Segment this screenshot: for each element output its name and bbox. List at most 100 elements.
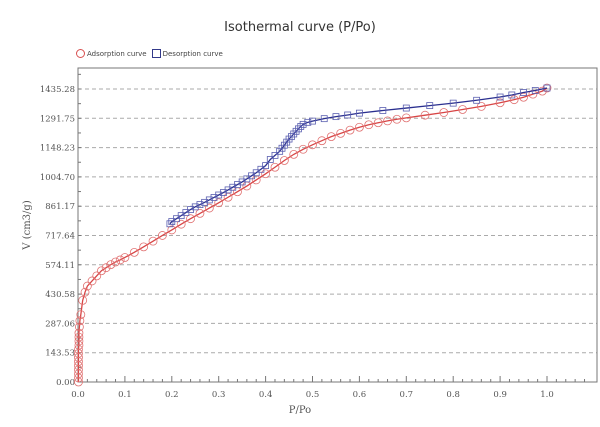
adsorption-legend-marker-icon	[76, 49, 85, 58]
x-tick-label: 0.4	[259, 390, 273, 400]
adsorption-point	[139, 242, 149, 252]
desorption-point	[262, 162, 270, 170]
adsorption-point	[458, 105, 467, 114]
adsorption-point	[120, 253, 130, 262]
adsorption-point	[76, 310, 86, 320]
adsorption-point	[439, 108, 449, 117]
desorption-curve-line	[169, 87, 548, 225]
adsorption-point	[129, 247, 139, 257]
adsorption-point	[298, 144, 308, 154]
y-tick-label: 0.00	[56, 378, 75, 388]
adsorption-point	[509, 95, 519, 105]
adsorption-point	[186, 214, 195, 224]
y-tick-label: 430.58	[45, 290, 75, 300]
adsorption-point	[345, 125, 355, 135]
adsorption-point	[167, 225, 177, 235]
x-tick-label: 0.1	[118, 390, 132, 400]
x-tick-label: 0.6	[353, 390, 367, 400]
adsorption-point	[364, 120, 374, 130]
y-tick-label: 1291.75	[40, 114, 75, 124]
desorption-point	[299, 120, 307, 128]
desorption-point	[379, 107, 387, 114]
adsorption-point	[87, 276, 97, 286]
adsorption-point	[373, 118, 383, 128]
x-tick-label: 1.0	[540, 390, 554, 400]
x-tick-label: 0.0	[71, 390, 85, 400]
desorption-point	[344, 111, 352, 119]
desorption-point	[304, 118, 312, 126]
adsorption-point	[476, 102, 486, 111]
chart-title: Isothermal curve (P/Po)	[224, 20, 376, 35]
x-tick-label: 0.3	[212, 390, 226, 400]
desorption-point	[266, 156, 274, 163]
adsorption-point	[308, 140, 317, 150]
y-axis-label: V (cm3/g)	[22, 200, 33, 251]
adsorption-point	[78, 295, 88, 305]
adsorption-point	[261, 169, 271, 179]
adsorption-point	[270, 162, 280, 172]
adsorption-point	[115, 255, 125, 265]
y-tick-label: 574.11	[45, 261, 75, 271]
adsorption-point	[392, 114, 402, 124]
desorption-point	[543, 84, 551, 92]
y-tick-label: 717.64	[45, 232, 75, 242]
desorption-point	[320, 115, 328, 123]
adsorption-point	[401, 113, 411, 123]
legend-desorption-label: Desorption curve	[162, 49, 223, 58]
desorption-point	[166, 220, 174, 228]
adsorption-point	[106, 260, 116, 270]
desorption-point	[276, 147, 284, 155]
adsorption-point	[75, 322, 84, 332]
desorption-point	[295, 125, 302, 133]
x-tick-label: 0.7	[400, 390, 414, 400]
x-tick-label: 0.8	[446, 390, 460, 400]
desorption-point	[496, 93, 504, 101]
adsorption-point	[111, 257, 120, 267]
adsorption-point	[74, 328, 84, 338]
desorption-point	[271, 152, 279, 159]
desorption-legend-marker-icon	[151, 49, 161, 58]
desorption-point	[257, 165, 265, 173]
adsorption-point	[495, 98, 505, 108]
desorption-point	[201, 198, 209, 206]
desorption-point	[332, 113, 340, 121]
desorption-point	[297, 123, 305, 130]
y-tick-label: 1004.70	[40, 173, 75, 183]
adsorption-point	[158, 231, 167, 240]
desorption-point	[219, 189, 227, 196]
adsorption-point	[82, 281, 92, 291]
adsorption-point	[92, 271, 102, 281]
y-tick-label: 1435.28	[40, 85, 75, 95]
x-tick-label: 0.5	[306, 390, 320, 400]
adsorption-point	[97, 266, 106, 276]
desorption-point	[287, 133, 295, 141]
x-tick-label: 0.9	[493, 390, 507, 400]
desorption-point	[309, 117, 316, 125]
desorption-point	[215, 191, 223, 199]
adsorption-point	[383, 116, 392, 126]
y-tick-label: 861.17	[45, 202, 75, 212]
desorption-point	[196, 201, 204, 209]
adsorption-point	[279, 156, 289, 165]
adsorption-point	[195, 208, 205, 218]
adsorption-point	[204, 203, 214, 213]
desorption-point	[449, 99, 457, 107]
adsorption-point	[176, 219, 186, 229]
adsorption-point	[75, 316, 85, 326]
x-axis-label: P/Po	[289, 405, 311, 416]
y-tick-label: 1148.23	[40, 144, 75, 154]
adsorption-point	[542, 83, 552, 93]
adsorption-point	[519, 92, 528, 102]
y-tick-label: 287.06	[45, 319, 75, 329]
adsorption-point	[148, 236, 158, 246]
desorption-point	[520, 89, 527, 96]
adsorption-point	[336, 128, 346, 138]
adsorption-point	[354, 122, 364, 132]
adsorption-point	[80, 287, 90, 297]
desorption-point	[210, 194, 218, 201]
legend: Adsorption curve Desorption curve	[76, 49, 223, 58]
x-tick-label: 0.2	[165, 390, 179, 400]
adsorption-point	[214, 198, 224, 208]
adsorption-point	[528, 89, 538, 99]
